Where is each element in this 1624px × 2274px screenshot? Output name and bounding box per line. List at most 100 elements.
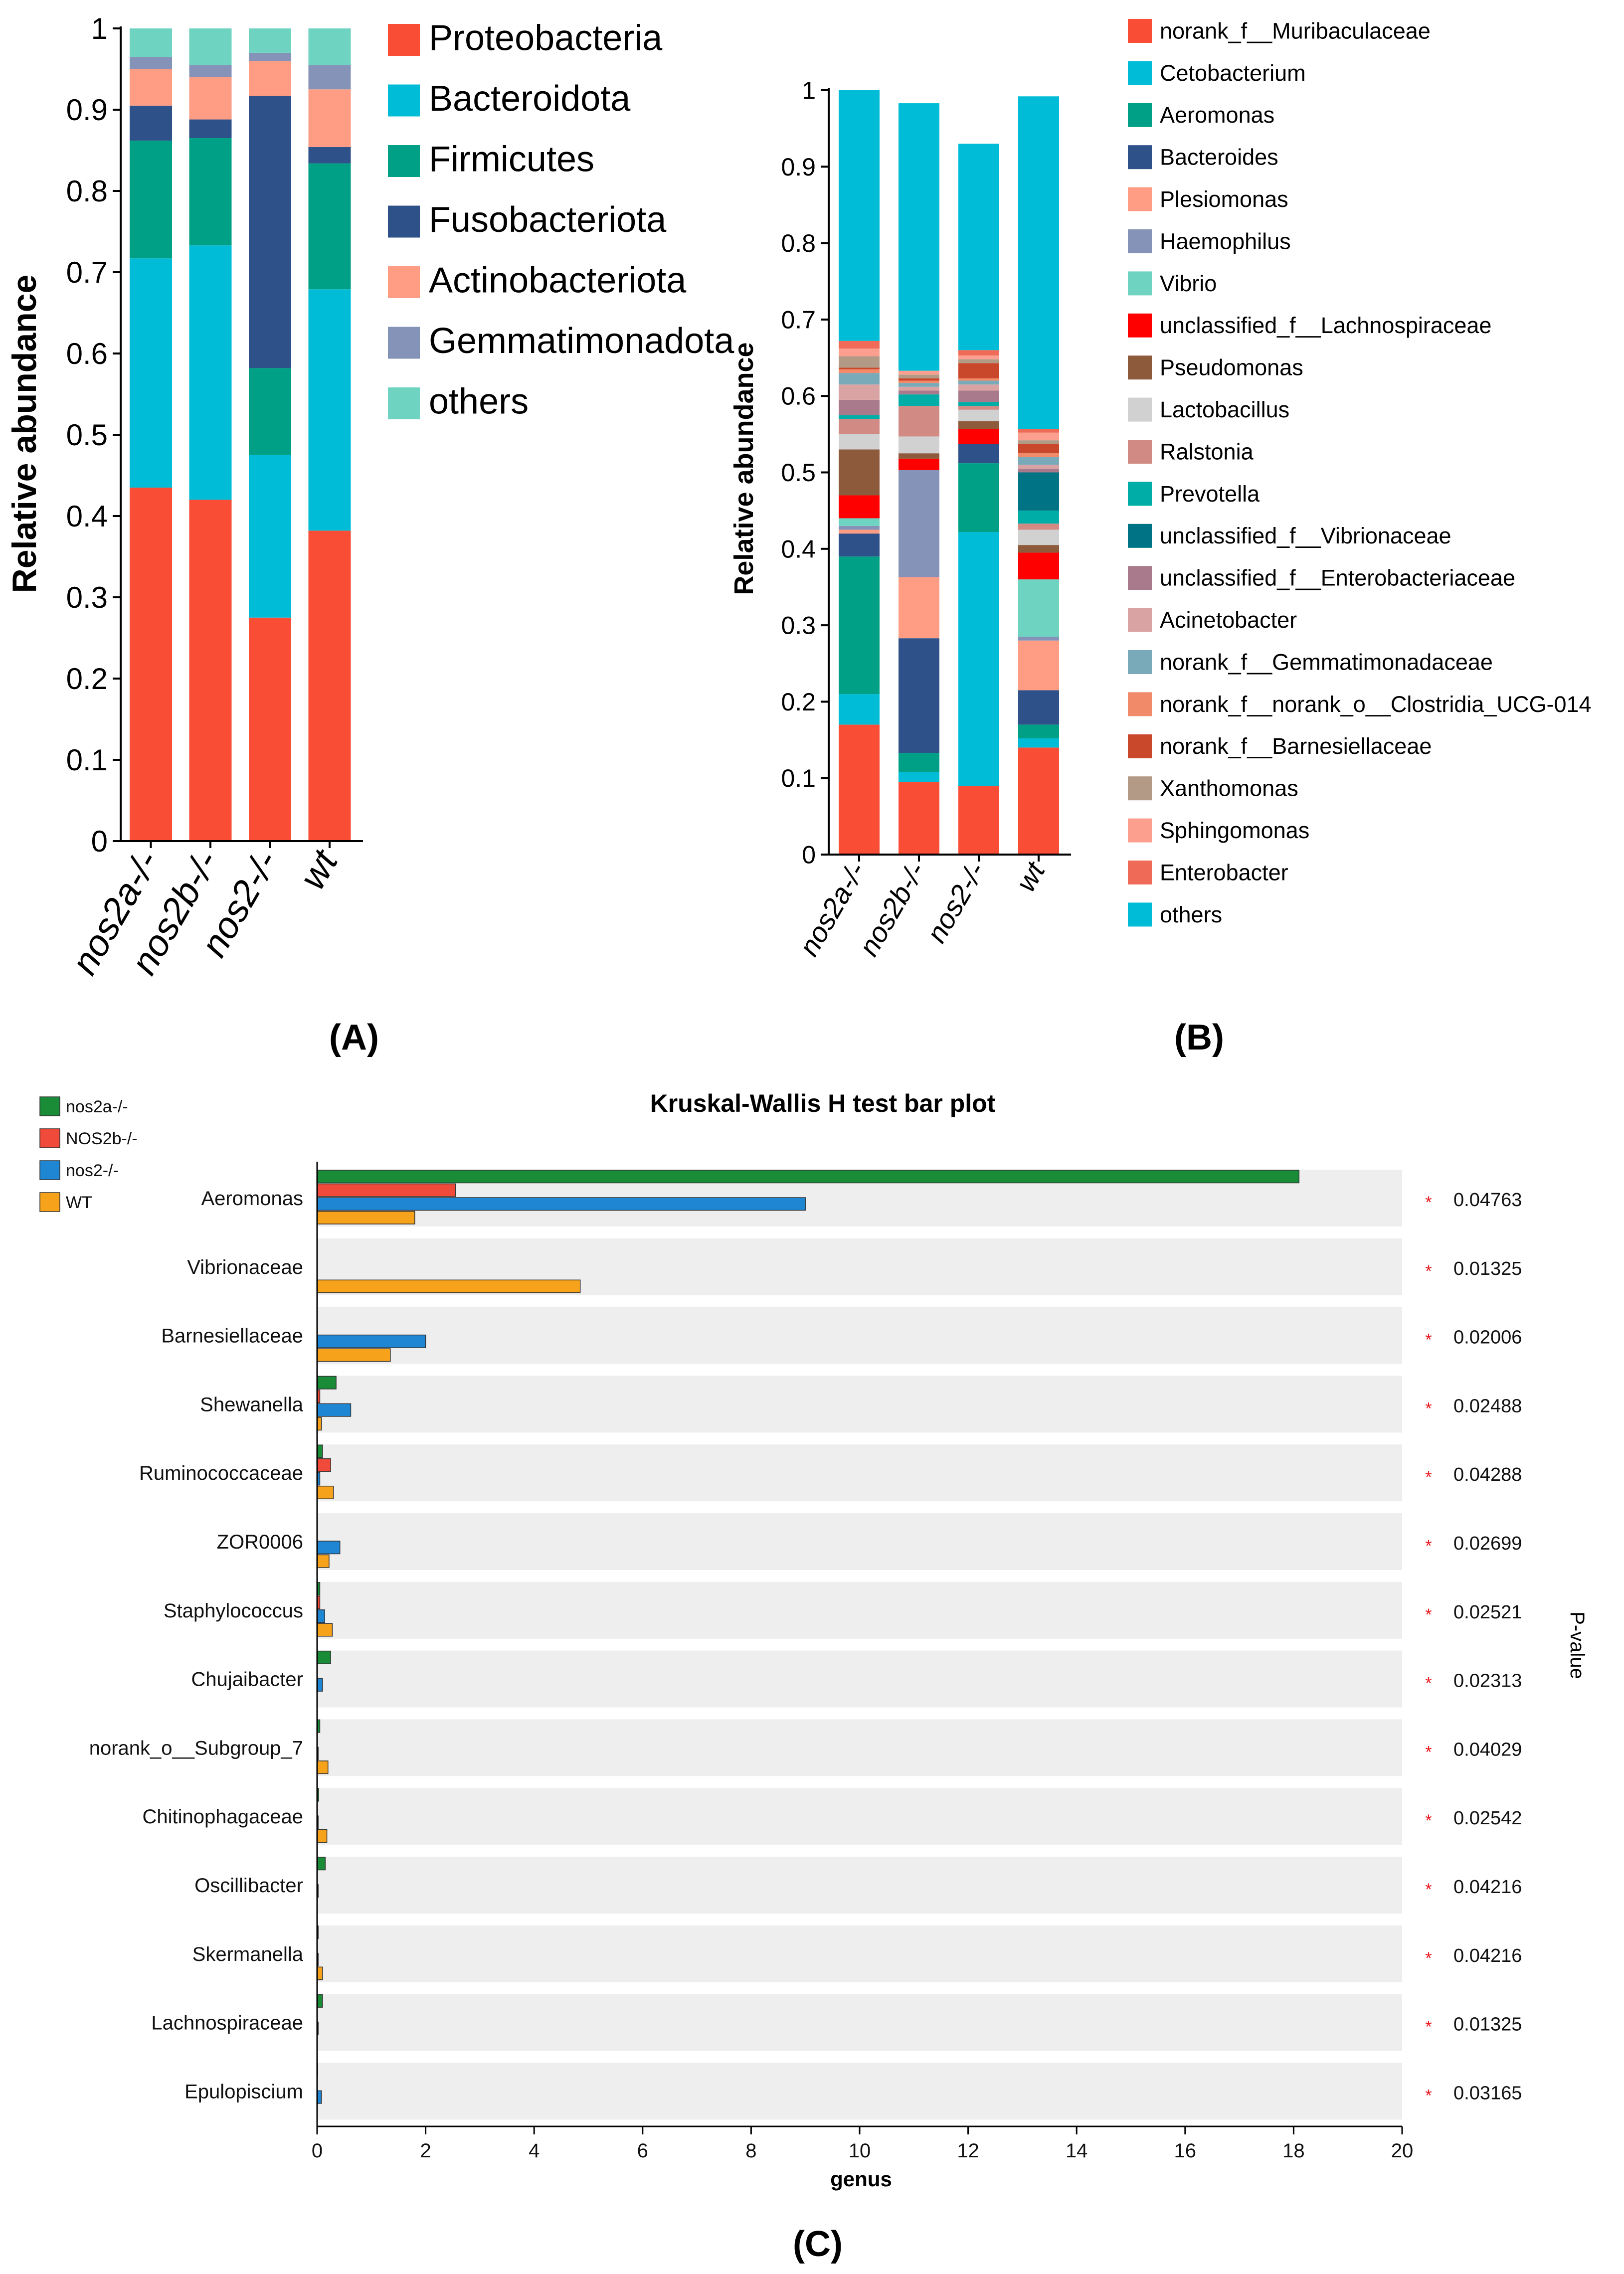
panel-b-bar-nos2a-unclassified-f-enterobacteriaceae <box>839 399 880 415</box>
panel-b-bar-wt-ralstonia <box>1018 524 1059 530</box>
panel-a-bar-nos2-bacteroidota <box>249 455 291 618</box>
panel-c-category-label: Oscillibacter <box>194 1875 303 1897</box>
panel-b-ylabel: Relative abundance <box>729 342 759 595</box>
panel-c-p-value: 0.02313 <box>1453 1671 1522 1692</box>
panel-b-bar-wt-others <box>1018 96 1059 429</box>
panel-a-bar-nos2-firmicutes <box>249 368 291 455</box>
panel-b-bar-nos2b-haemophilus <box>899 470 939 577</box>
panel-b-legend-swatch-unclassified-f-lachnospiraceae <box>1128 313 1152 338</box>
panel-c-p-value: 0.02699 <box>1453 1533 1522 1554</box>
panel-c-significance-marker: * <box>1425 1193 1432 1212</box>
panel-b-bar-nos2-pseudomonas <box>958 421 999 429</box>
panel-c-p-value: 0.04029 <box>1453 1739 1522 1760</box>
panel-c-legend: nos2a-/- NOS2b-/- nos2-/- WT <box>39 1096 138 1212</box>
panel-a-legend-label: Proteobacteria <box>429 18 663 58</box>
panel-a-bar-wt-proteobacteria <box>308 530 351 841</box>
panel-b-legend-swatch-ralstonia <box>1128 440 1152 464</box>
panel-c-x-tick-label: 20 <box>1391 2140 1414 2162</box>
panel-c-legend-label: nos2a-/- <box>66 1097 128 1116</box>
panel-b-legend-swatch-prevotella <box>1128 482 1152 506</box>
panel-b-legend-swatch-acinetobacter <box>1128 608 1152 632</box>
panel-b-bar-nos2-acinetobacter <box>958 384 999 391</box>
panel-a-legend: Proteobacteria Bacteroidota Firmicutes Fuso… <box>388 18 734 421</box>
panel-c-label: (C) <box>793 2224 843 2264</box>
panel-b-legend-swatch-norank-f-gemmatimonadaceae <box>1128 650 1152 674</box>
panel-b-bar-nos2b-norank-f-barnesiellaceae <box>899 378 939 381</box>
panel-c-row-background <box>317 1719 1402 1776</box>
panel-a-y-tick-label: 0.8 <box>66 175 108 208</box>
panel-a-legend-swatch-gemmatimonadota <box>388 327 420 359</box>
panel-c-category-label: Chitinophagaceae <box>143 1806 303 1828</box>
panel-b-bar-wt-unclassified-f-enterobacteriaceae <box>1018 468 1059 473</box>
panel-b-legend-label: others <box>1160 902 1222 927</box>
panel-c-x-tick-label: 2 <box>420 2140 431 2162</box>
panel-b-legend-swatch-enterobacter <box>1128 861 1152 884</box>
panel-c-significance-marker: * <box>1425 1880 1432 1899</box>
panel-a-ylabel: Relative abundance <box>5 275 43 593</box>
panel-a-legend-label: Actinobacteriota <box>429 260 687 300</box>
panel-c-rows: Aeromonas * 0.04763 Vibrionaceae * 0.01325 Bar… <box>89 1170 1522 2120</box>
panel-b-bar-nos2-others <box>958 144 999 350</box>
panel-b-legend-label: Acinetobacter <box>1160 607 1297 633</box>
panel-b-y-tick-label: 0 <box>802 841 816 869</box>
panel-c-x-tick-label: 14 <box>1066 2140 1088 2162</box>
panel-c-p-value: 0.02521 <box>1453 1602 1522 1623</box>
panel-b-legend-swatch-others <box>1128 902 1152 927</box>
panel-b-bar-wt-enterobacter <box>1018 429 1059 433</box>
panel-b-bar-wt-norank-f-muribaculaceae <box>1018 747 1059 855</box>
panel-b-bar-nos2a-norank-f-norank-o-clostridia-ucg-014 <box>839 369 880 373</box>
panel-a-y-tick-label: 0.3 <box>66 581 108 614</box>
panel-c-significance-marker: * <box>1425 1674 1432 1693</box>
panel-a-bar-nos2b-gemmatimonadota <box>189 65 232 77</box>
panel-c-bar-vibrionaceae-wt <box>317 1279 581 1293</box>
panel-b-legend-label: Vibrio <box>1160 271 1217 296</box>
panel-b-legend-label: Bacteroides <box>1160 145 1278 170</box>
panel-a-legend-swatch-actinobacteriota <box>388 266 420 298</box>
panel-c-p-value: 0.02006 <box>1453 1327 1522 1348</box>
panel-b-bar-nos2b-norank-f-gemmatimonadaceae <box>899 383 939 387</box>
panel-b-bar-nos2b-plesiomonas <box>899 577 939 639</box>
panel-c-category-label: Vibrionaceae <box>187 1256 303 1278</box>
panel-c-x-tick-label: 10 <box>849 2140 871 2162</box>
panel-b-bar-nos2a-cetobacterium <box>839 694 880 725</box>
panel-c-category-label: Shewanella <box>200 1394 304 1415</box>
panel-b-bar-nos2-unclassified-f-enterobacteriaceae <box>958 390 999 402</box>
panel-b-bar-nos2a-unclassified-f-lachnospiraceae <box>839 495 880 519</box>
panel-b-bar-nos2-norank-f-barnesiellaceae <box>958 363 999 378</box>
panel-c-bar-aeromonas-nos2a <box>317 1170 1300 1184</box>
panel-b-bar-nos2-norank-f-gemmatimonadaceae <box>958 380 999 385</box>
panel-c-category-label: ZOR0006 <box>217 1531 303 1553</box>
panel-a-bar-nos2b-proteobacteria <box>189 500 232 841</box>
panel-c-bar-chitinophagaceae-wt <box>317 1829 328 1843</box>
panel-c-p-value: 0.02488 <box>1453 1396 1522 1416</box>
panel-b-bar-wt-unclassified-f-vibrionaceae <box>1018 472 1059 511</box>
panel-b-bar-nos2b-unclassified-f-enterobacteriaceae <box>899 390 939 395</box>
panel-c-bar-barnesiellaceae-nos2 <box>317 1334 426 1348</box>
panel-a-bar-nos2-others <box>249 28 291 53</box>
panel-a-legend-label: Gemmatimonadota <box>429 321 734 361</box>
panel-a-legend-swatch-fusobacteriota <box>388 205 420 238</box>
panel-c-legend-swatch-nos2 <box>39 1160 60 1180</box>
panel-a-y-tick-label: 0.4 <box>66 500 108 533</box>
panel-a-bar-nos2-fusobacteriota <box>249 96 291 368</box>
panel-c-bar-shewanella-nos2 <box>317 1403 352 1417</box>
panel-b-bar-nos2-norank-f-norank-o-clostridia-ucg-014 <box>958 378 999 381</box>
panel-c-bar-lachnospiraceae-nos2a <box>317 1994 323 2008</box>
panel-b-bar-nos2b-aeromonas <box>899 753 939 772</box>
panel-b-legend-label: unclassified_f__Lachnospiraceae <box>1160 313 1491 338</box>
panel-c-x-tick-label: 6 <box>637 2140 648 2162</box>
panel-b-bar-nos2b-unclassified-f-lachnospiraceae <box>899 458 939 470</box>
panel-c-p-value: 0.04216 <box>1453 1877 1522 1898</box>
panel-a-bar-nos2b-actinobacteriota <box>189 77 232 120</box>
panel-c-category-label: Ruminococcaceae <box>139 1462 303 1484</box>
panel-b-bar-wt-sphingomonas <box>1018 432 1059 441</box>
panel-c-row-background <box>317 1444 1402 1502</box>
panel-c-bar-norank-o-subgroup-7-wt <box>317 1760 329 1774</box>
panel-b-legend-label: Enterobacter <box>1160 860 1288 885</box>
panel-b-bar-nos2-sphingomonas <box>958 355 999 359</box>
panel-c-bar-zor0006-wt <box>317 1554 330 1568</box>
panel-a-bar-nos2a-actinobacteriota <box>130 69 172 106</box>
panel-a-label: (A) <box>329 1018 379 1057</box>
panel-c-title: Kruskal-Wallis H test bar plot <box>650 1089 996 1117</box>
panel-b-label: (B) <box>1174 1018 1224 1057</box>
